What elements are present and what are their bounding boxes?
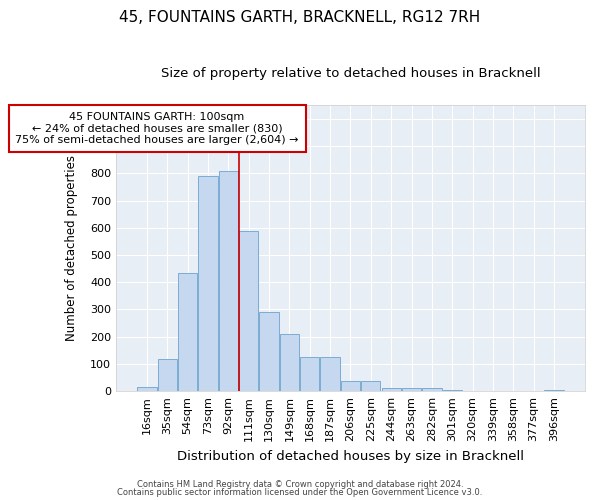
- Text: 45, FOUNTAINS GARTH, BRACKNELL, RG12 7RH: 45, FOUNTAINS GARTH, BRACKNELL, RG12 7RH: [119, 10, 481, 25]
- X-axis label: Distribution of detached houses by size in Bracknell: Distribution of detached houses by size …: [177, 450, 524, 462]
- Bar: [259, 312, 279, 391]
- Text: 45 FOUNTAINS GARTH: 100sqm
← 24% of detached houses are smaller (830)
75% of sem: 45 FOUNTAINS GARTH: 100sqm ← 24% of deta…: [16, 112, 299, 145]
- Bar: [158, 358, 177, 391]
- Bar: [280, 334, 299, 391]
- Bar: [544, 390, 563, 391]
- Bar: [443, 390, 462, 391]
- Bar: [361, 381, 380, 391]
- Bar: [178, 272, 197, 391]
- Bar: [341, 381, 360, 391]
- Bar: [320, 357, 340, 391]
- Text: Contains HM Land Registry data © Crown copyright and database right 2024.: Contains HM Land Registry data © Crown c…: [137, 480, 463, 489]
- Bar: [300, 357, 319, 391]
- Bar: [382, 388, 401, 391]
- Bar: [422, 388, 442, 391]
- Title: Size of property relative to detached houses in Bracknell: Size of property relative to detached ho…: [161, 68, 540, 80]
- Y-axis label: Number of detached properties: Number of detached properties: [65, 155, 77, 341]
- Bar: [199, 176, 218, 391]
- Text: Contains public sector information licensed under the Open Government Licence v3: Contains public sector information licen…: [118, 488, 482, 497]
- Bar: [218, 170, 238, 391]
- Bar: [137, 387, 157, 391]
- Bar: [402, 388, 421, 391]
- Bar: [239, 230, 259, 391]
